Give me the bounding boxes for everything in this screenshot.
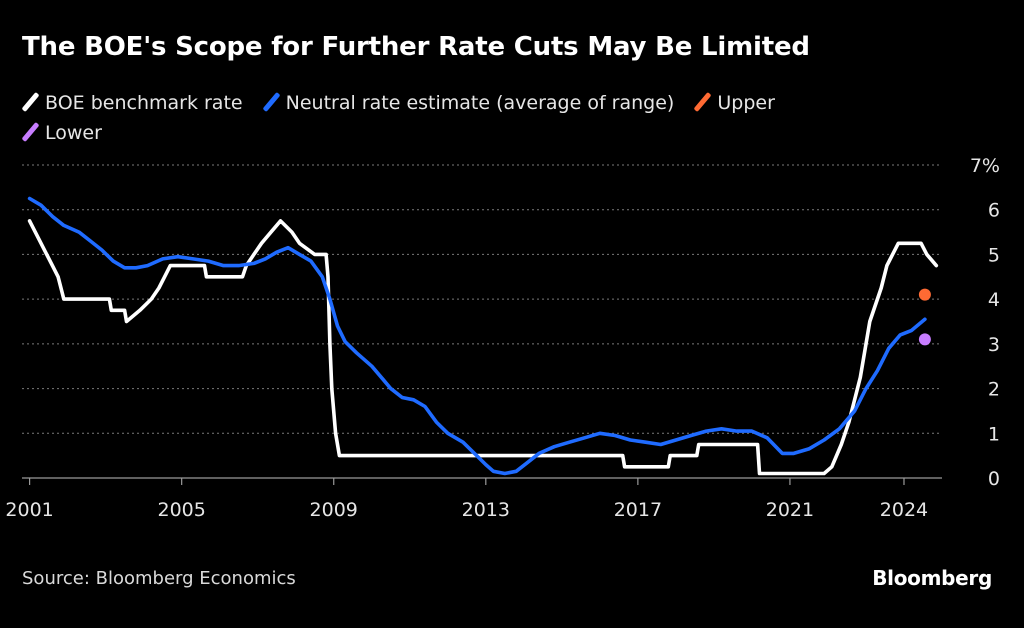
x-tick-label: 2009 [310,499,358,521]
series-point-2 [918,288,931,301]
legend-item-lower: Lower [21,118,102,148]
legend-label: Neutral rate estimate (average of range) [285,92,675,114]
chart-title: The BOE's Scope for Further Rate Cuts Ma… [22,32,810,62]
y-tick-label: 2 [988,379,1000,401]
y-tick-label: 6 [988,200,1000,222]
legend-item-upper: Upper [693,88,775,118]
series-line-1 [27,196,927,476]
legend-label: Lower [45,122,102,144]
legend-item-neutral: Neutral rate estimate (average of range) [262,88,675,118]
y-tick-label: 1 [988,423,1000,445]
y-tick-label: 3 [988,334,1000,356]
y-tick-label: 7% [970,155,1000,177]
series-point-3 [918,333,931,346]
y-tick-label: 0 [988,468,1000,490]
x-tick-label: 2005 [157,499,205,521]
legend: BOE benchmark rate Neutral rate estimate… [21,88,982,148]
legend-item-benchmark: BOE benchmark rate [21,88,243,118]
x-tick-label: 2017 [614,499,662,521]
bloomberg-logo: Bloomberg [872,566,992,590]
x-tick-label: 2021 [766,499,814,521]
x-tick-label: 2013 [462,499,510,521]
legend-label: BOE benchmark rate [45,92,243,114]
source-note: Source: Bloomberg Economics [22,568,296,589]
x-tick-label: 2001 [5,499,53,521]
y-tick-label: 4 [988,289,1000,311]
legend-label: Upper [717,92,775,114]
x-tick-label: 2024 [880,499,928,521]
y-tick-label: 5 [988,244,1000,266]
series-line-0 [27,219,939,476]
